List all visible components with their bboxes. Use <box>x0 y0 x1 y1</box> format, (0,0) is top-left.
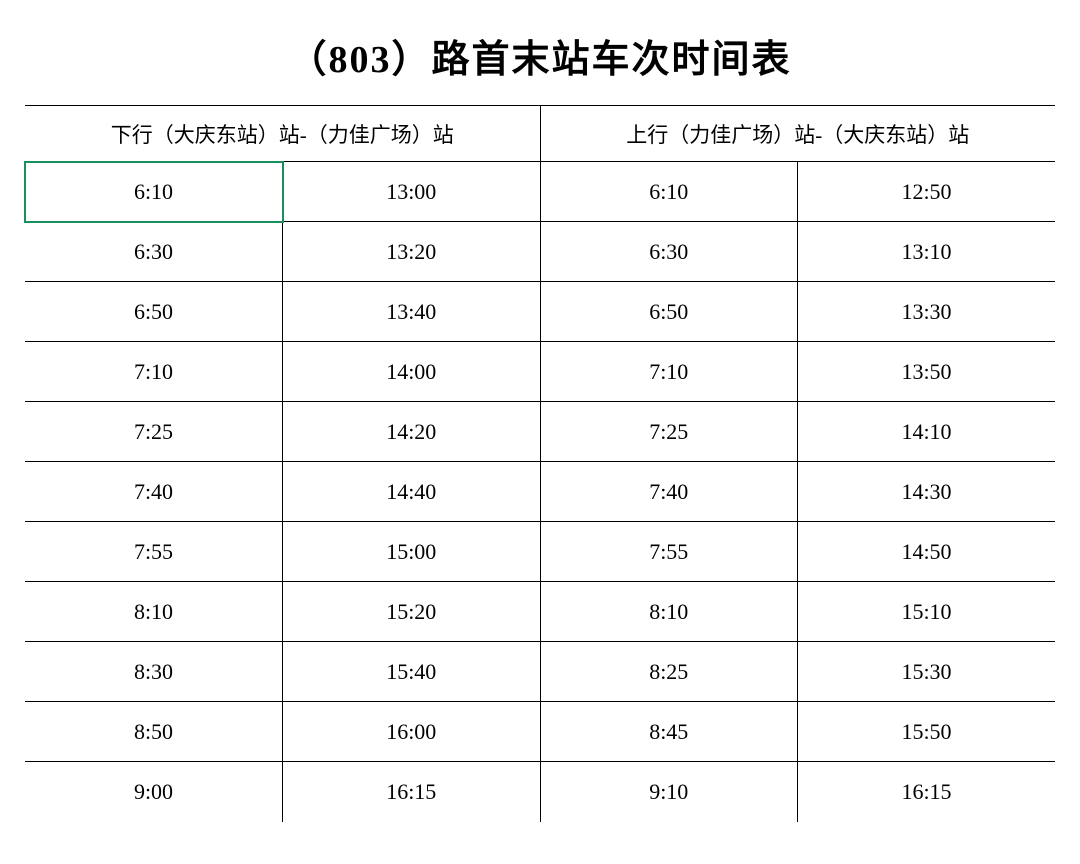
timetable: （803）路首末站车次时间表 下行（大庆东站）站-（力佳广场）站 上行（力佳广场… <box>25 10 1055 822</box>
time-cell[interactable]: 6:10 <box>540 162 798 222</box>
time-cell[interactable]: 14:10 <box>798 402 1056 462</box>
table-row: 7:40 14:40 7:40 14:30 <box>25 462 1055 522</box>
time-cell[interactable]: 7:55 <box>25 522 283 582</box>
time-cell[interactable]: 8:10 <box>540 582 798 642</box>
time-cell[interactable]: 7:25 <box>540 402 798 462</box>
time-cell[interactable]: 6:10 <box>25 162 283 222</box>
time-cell[interactable]: 15:10 <box>798 582 1056 642</box>
time-cell[interactable]: 7:55 <box>540 522 798 582</box>
time-cell[interactable]: 13:00 <box>283 162 541 222</box>
title-row: （803）路首末站车次时间表 <box>25 10 1055 106</box>
time-cell[interactable]: 9:10 <box>540 762 798 822</box>
time-cell[interactable]: 8:25 <box>540 642 798 702</box>
time-cell[interactable]: 8:10 <box>25 582 283 642</box>
table-row: 7:10 14:00 7:10 13:50 <box>25 342 1055 402</box>
time-cell[interactable]: 8:30 <box>25 642 283 702</box>
time-cell[interactable]: 14:30 <box>798 462 1056 522</box>
time-cell[interactable]: 14:40 <box>283 462 541 522</box>
time-cell[interactable]: 14:20 <box>283 402 541 462</box>
time-cell[interactable]: 15:20 <box>283 582 541 642</box>
time-cell[interactable]: 6:50 <box>540 282 798 342</box>
time-cell[interactable]: 14:00 <box>283 342 541 402</box>
time-cell[interactable]: 15:00 <box>283 522 541 582</box>
table-row: 6:50 13:40 6:50 13:30 <box>25 282 1055 342</box>
upstream-header: 上行（力佳广场）站-（大庆东站）站 <box>540 106 1055 162</box>
page-title: （803）路首末站车次时间表 <box>25 10 1055 105</box>
downstream-header: 下行（大庆东站）站-（力佳广场）站 <box>25 106 540 162</box>
time-cell[interactable]: 7:40 <box>540 462 798 522</box>
table-row: 8:50 16:00 8:45 15:50 <box>25 702 1055 762</box>
time-cell[interactable]: 9:00 <box>25 762 283 822</box>
table-row: 6:10 13:00 6:10 12:50 <box>25 162 1055 222</box>
time-cell[interactable]: 13:10 <box>798 222 1056 282</box>
time-cell[interactable]: 13:20 <box>283 222 541 282</box>
time-cell[interactable]: 6:50 <box>25 282 283 342</box>
table-row: 6:30 13:20 6:30 13:10 <box>25 222 1055 282</box>
time-cell[interactable]: 12:50 <box>798 162 1056 222</box>
table-row: 8:10 15:20 8:10 15:10 <box>25 582 1055 642</box>
time-cell[interactable]: 6:30 <box>25 222 283 282</box>
table-row: 9:00 16:15 9:10 16:15 <box>25 762 1055 822</box>
time-cell[interactable]: 7:10 <box>25 342 283 402</box>
time-cell[interactable]: 15:40 <box>283 642 541 702</box>
time-cell[interactable]: 14:50 <box>798 522 1056 582</box>
time-cell[interactable]: 7:25 <box>25 402 283 462</box>
time-cell[interactable]: 15:30 <box>798 642 1056 702</box>
time-cell[interactable]: 7:40 <box>25 462 283 522</box>
time-cell[interactable]: 13:30 <box>798 282 1056 342</box>
time-cell[interactable]: 8:45 <box>540 702 798 762</box>
timetable-container: （803）路首末站车次时间表 下行（大庆东站）站-（力佳广场）站 上行（力佳广场… <box>25 10 1055 822</box>
time-cell[interactable]: 16:15 <box>283 762 541 822</box>
time-cell[interactable]: 13:50 <box>798 342 1056 402</box>
time-cell[interactable]: 7:10 <box>540 342 798 402</box>
time-cell[interactable]: 16:15 <box>798 762 1056 822</box>
table-row: 7:55 15:00 7:55 14:50 <box>25 522 1055 582</box>
time-cell[interactable]: 6:30 <box>540 222 798 282</box>
time-cell[interactable]: 15:50 <box>798 702 1056 762</box>
time-cell[interactable]: 16:00 <box>283 702 541 762</box>
direction-header-row: 下行（大庆东站）站-（力佳广场）站 上行（力佳广场）站-（大庆东站）站 <box>25 106 1055 162</box>
time-cell[interactable]: 8:50 <box>25 702 283 762</box>
table-row: 7:25 14:20 7:25 14:10 <box>25 402 1055 462</box>
table-row: 8:30 15:40 8:25 15:30 <box>25 642 1055 702</box>
table-title-cell: （803）路首末站车次时间表 <box>25 10 1055 106</box>
time-cell[interactable]: 13:40 <box>283 282 541 342</box>
